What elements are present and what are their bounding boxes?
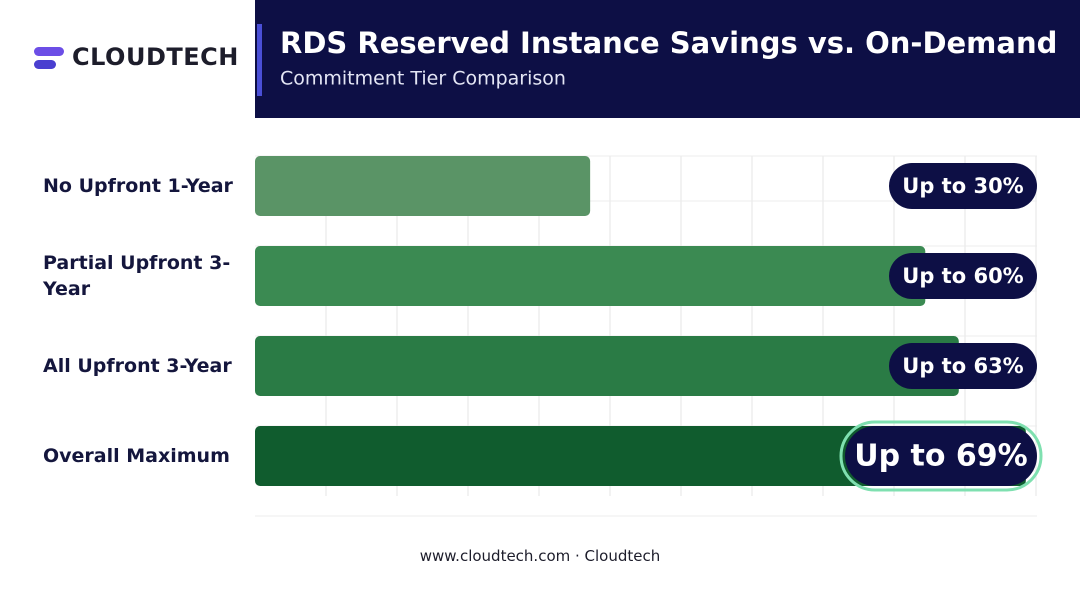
chart-subtitle: Commitment Tier Comparison <box>280 68 566 90</box>
value-label: Up to 30% <box>902 174 1023 198</box>
value-badge <box>889 253 1037 299</box>
header-band <box>255 0 1080 118</box>
bar <box>255 426 1026 486</box>
value-badge <box>889 163 1037 209</box>
category-label: Partial Upfront 3-Year <box>43 252 231 300</box>
bars: Up to 30% Up to 60% Up to 63% Up to 69% <box>255 156 1043 492</box>
footer: www.cloudtech.com · Cloudtech <box>419 547 661 565</box>
category-label: No Upfront 1-Year <box>43 175 233 197</box>
category-label: Overall Maximum <box>43 445 230 467</box>
header-accent <box>257 24 262 96</box>
value-label: Up to 63% <box>902 354 1023 378</box>
bar <box>255 246 926 306</box>
value-label: Up to 60% <box>902 264 1023 288</box>
value-label: Up to 69% <box>854 439 1027 474</box>
logo-icon <box>34 47 64 69</box>
value-badge <box>845 426 1037 486</box>
brand: CLOUDTECH <box>72 43 239 71</box>
badge-glow <box>839 420 1043 492</box>
value-badge <box>889 343 1037 389</box>
category-label: All Upfront 3-Year <box>43 355 232 377</box>
bar <box>255 336 959 396</box>
bar <box>255 156 591 216</box>
chart-title: RDS Reserved Instance Savings vs. On-Dem… <box>280 26 1057 60</box>
